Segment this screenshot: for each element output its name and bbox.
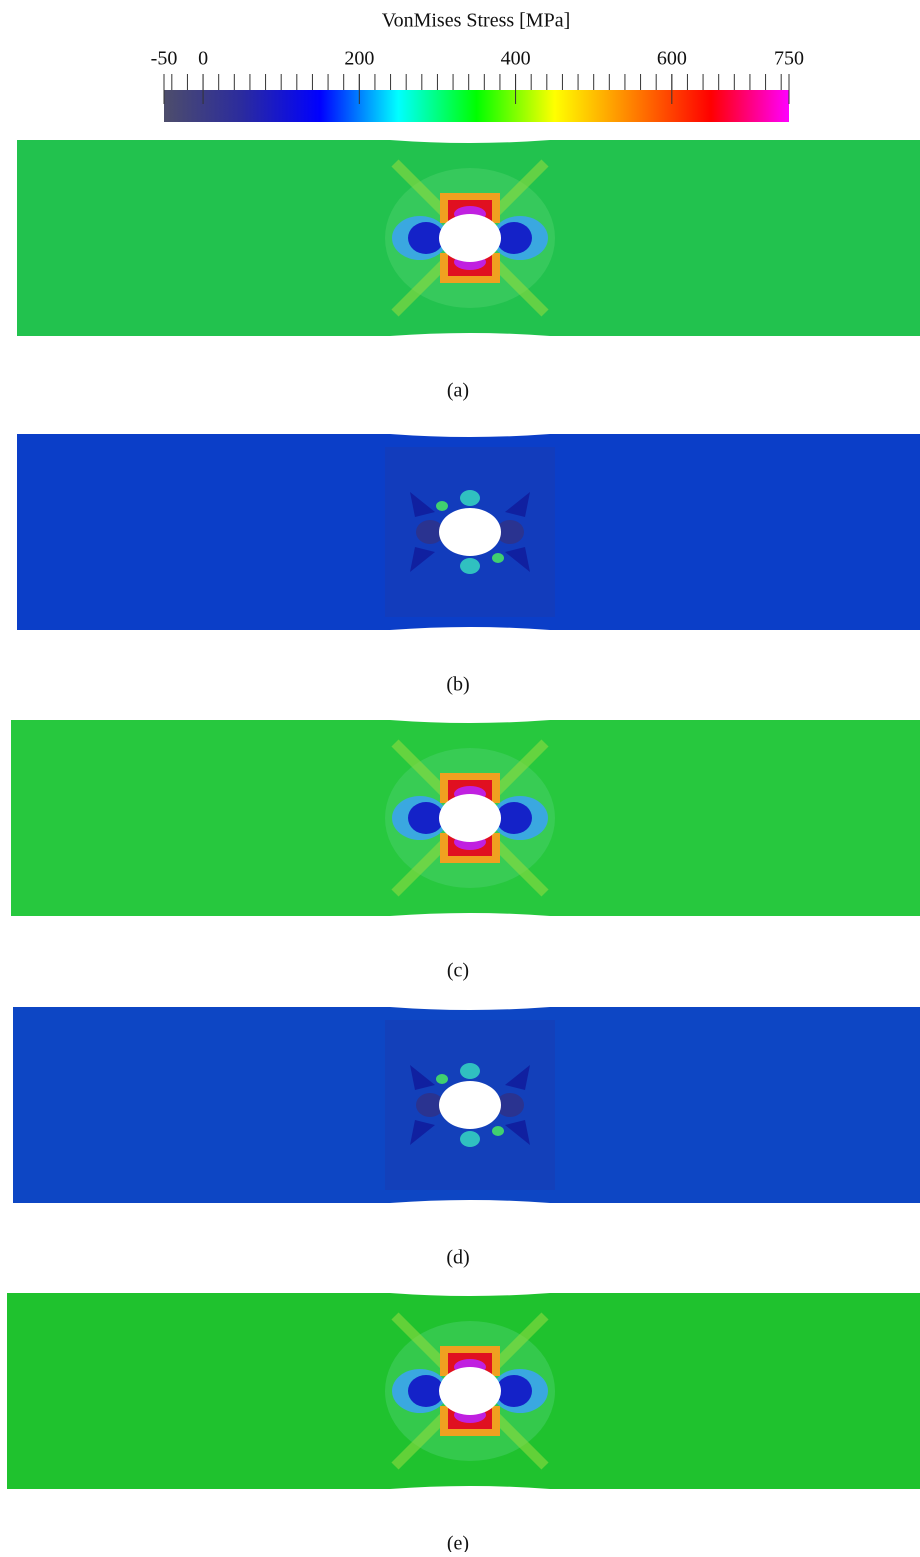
tick-label: -50 — [151, 48, 178, 70]
stress-panel — [11, 720, 920, 916]
stress-panel — [17, 140, 920, 336]
caption: (d) — [446, 1247, 469, 1269]
stress-panel — [7, 1293, 920, 1489]
caption: (a) — [447, 380, 469, 402]
hole — [439, 508, 501, 556]
caption: (c) — [447, 960, 469, 982]
tick-label: 200 — [344, 48, 374, 70]
colorbar — [164, 90, 789, 122]
caption: (b) — [446, 674, 469, 696]
tick-label: 750 — [774, 48, 804, 70]
hole — [439, 794, 501, 842]
stress-panel — [17, 434, 920, 630]
hole — [439, 1367, 501, 1415]
caption: (e) — [447, 1533, 469, 1552]
hole — [439, 1081, 501, 1129]
tick-label: 0 — [198, 48, 208, 70]
hole — [439, 214, 501, 262]
tick-label: 600 — [657, 48, 687, 70]
tick-label: 400 — [501, 48, 531, 70]
stress-panel — [13, 1007, 920, 1203]
colorbar-title: VonMises Stress [MPa] — [382, 10, 571, 32]
